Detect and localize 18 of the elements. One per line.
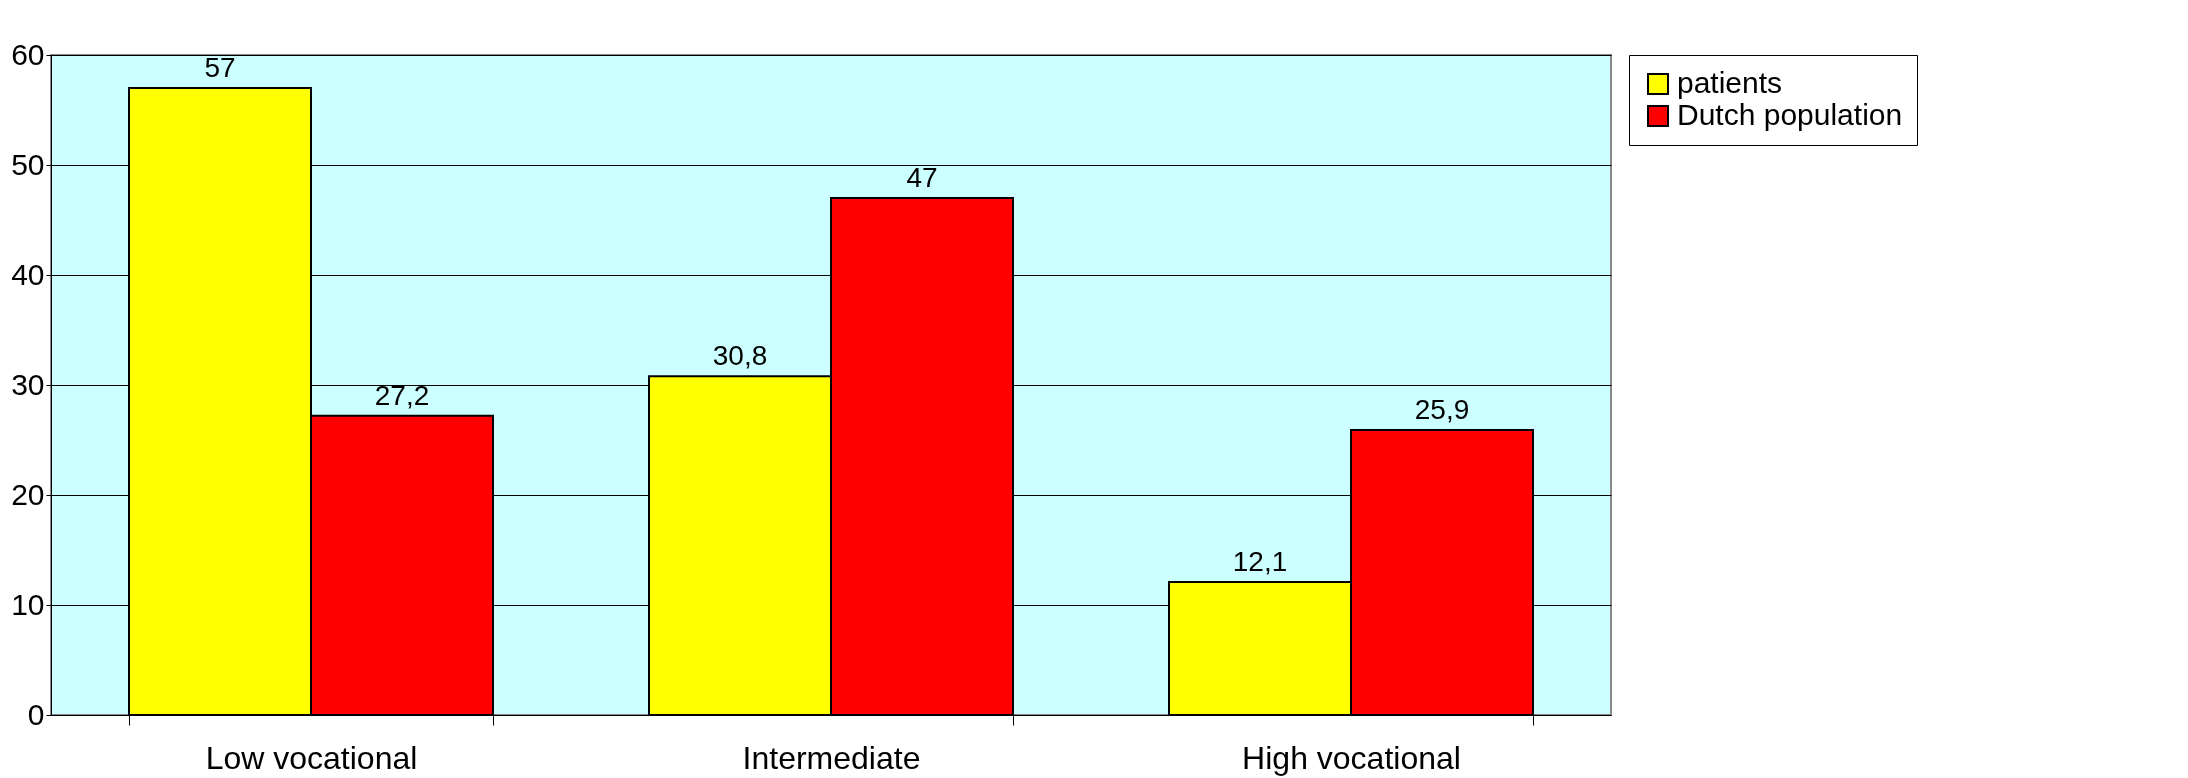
y-tick-label: 50 bbox=[11, 147, 45, 181]
y-tick-label: 0 bbox=[27, 697, 45, 731]
y-tick-label: 10 bbox=[11, 587, 45, 621]
y-tick-label: 40 bbox=[11, 257, 45, 291]
y-tick-label: 30 bbox=[11, 367, 45, 401]
data-label: 57 bbox=[204, 52, 236, 83]
x-tick-label: Low vocational bbox=[205, 739, 418, 776]
data-label: 12,1 bbox=[1232, 545, 1288, 577]
legend-label: patients bbox=[1677, 66, 1783, 99]
data-label: 47 bbox=[906, 162, 938, 193]
legend-label: Dutch population bbox=[1677, 98, 1903, 131]
x-tick-label: Intermediate bbox=[742, 739, 921, 776]
data-label: 25,9 bbox=[1414, 394, 1470, 426]
y-tick-label: 60 bbox=[11, 37, 45, 71]
data-label: 27,2 bbox=[374, 379, 430, 411]
x-tick-label: High vocational bbox=[1242, 739, 1461, 776]
data-label: 30,8 bbox=[712, 340, 768, 372]
y-tick-label: 20 bbox=[11, 477, 45, 511]
